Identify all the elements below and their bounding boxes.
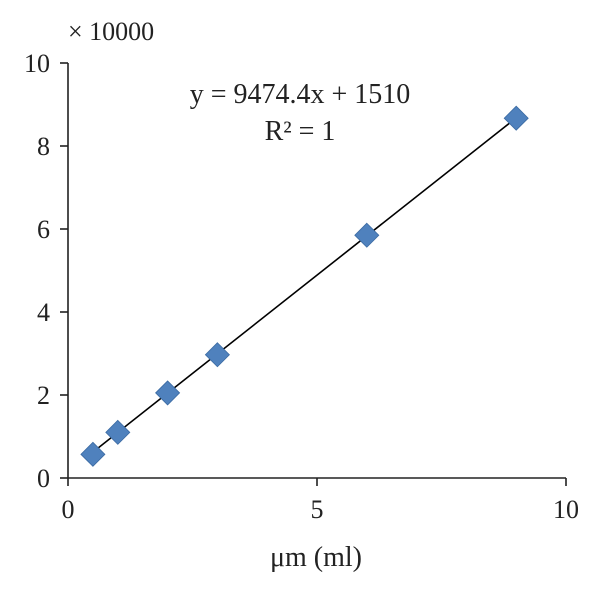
- y-tick-label: 2: [37, 381, 50, 410]
- y-tick-label: 8: [37, 132, 50, 161]
- x-tick-label: 5: [311, 495, 324, 524]
- x-tick-label: 0: [62, 495, 75, 524]
- data-point: [354, 222, 380, 248]
- data-point: [80, 441, 106, 467]
- data-point: [503, 105, 529, 131]
- trendline: [92, 117, 517, 453]
- y-tick-label: 6: [37, 215, 50, 244]
- trendline-equation: y = 9474.4x + 1510: [190, 79, 411, 110]
- x-tick-label: 10: [553, 495, 579, 524]
- y-tick-label: 10: [24, 49, 50, 78]
- y-tick-label: 4: [37, 298, 50, 327]
- r-squared-label: R² = 1: [265, 116, 336, 147]
- y-multiplier-label: × 10000: [68, 17, 154, 46]
- data-point: [105, 419, 131, 445]
- x-ticks: 0 5 10: [62, 478, 579, 524]
- y-tick-label: 0: [37, 464, 50, 493]
- data-markers: [80, 105, 529, 467]
- y-ticks: 0 2 4 6 8 10: [24, 49, 68, 493]
- x-axis-label: μm (ml): [270, 542, 362, 573]
- data-point: [155, 380, 181, 406]
- data-point: [204, 342, 230, 368]
